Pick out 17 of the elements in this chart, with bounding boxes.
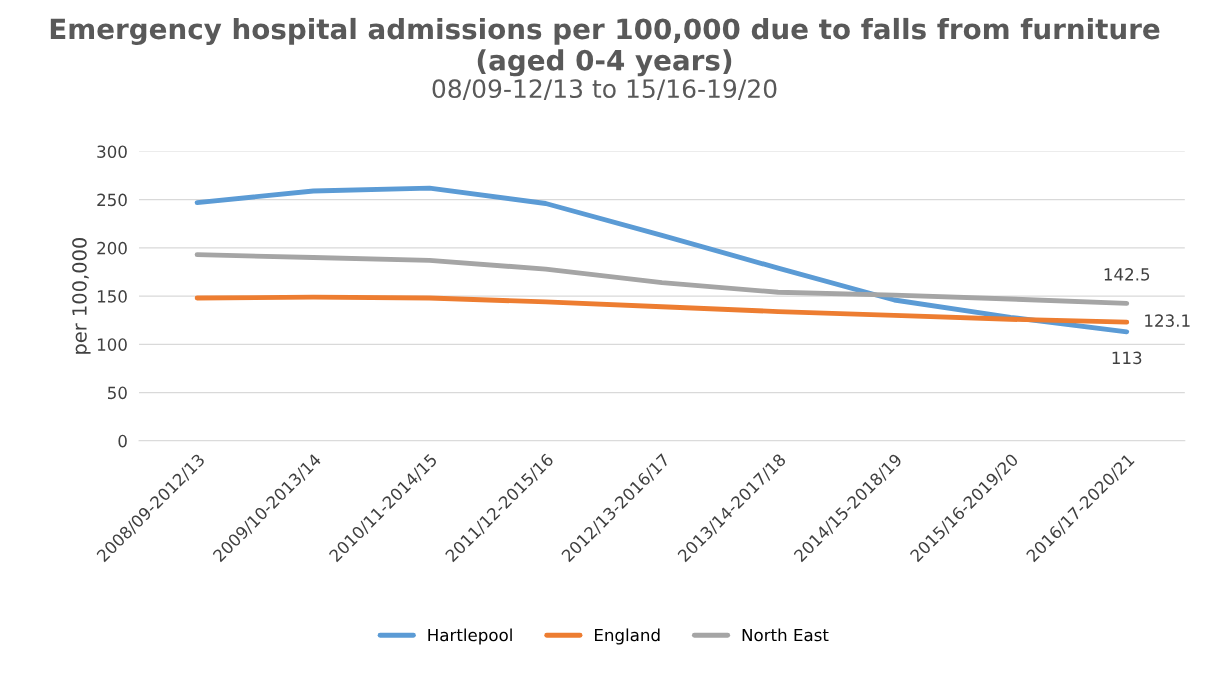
- annotation: 123.1: [1145, 314, 1190, 327]
- legend-label: England: [595, 628, 660, 645]
- legend-label: Hartlepool: [428, 628, 512, 645]
- y-tick-label: 300: [97, 145, 127, 158]
- y-tick-label: 150: [97, 290, 127, 303]
- chart-subtitle: 08/09-12/13 to 15/16-19/20: [432, 79, 777, 101]
- chart-title: Emergency hospital admissions per 100,000 due to falls from furniture (aged 0-4 years): [50, 17, 1160, 77]
- annotation: 142.5: [1104, 268, 1150, 281]
- annotation: 113: [1112, 351, 1142, 365]
- line-series: [194, 294, 1130, 325]
- y-tick-label: 250: [97, 193, 127, 207]
- y-axis-title: per 100,000: [72, 237, 91, 354]
- y-tick-label: 50: [108, 386, 127, 400]
- y-tick-label: 200: [97, 241, 127, 255]
- y-tick-label: 0: [118, 434, 127, 448]
- legend-label: North East: [742, 628, 829, 642]
- y-tick-label: 100: [97, 338, 127, 351]
